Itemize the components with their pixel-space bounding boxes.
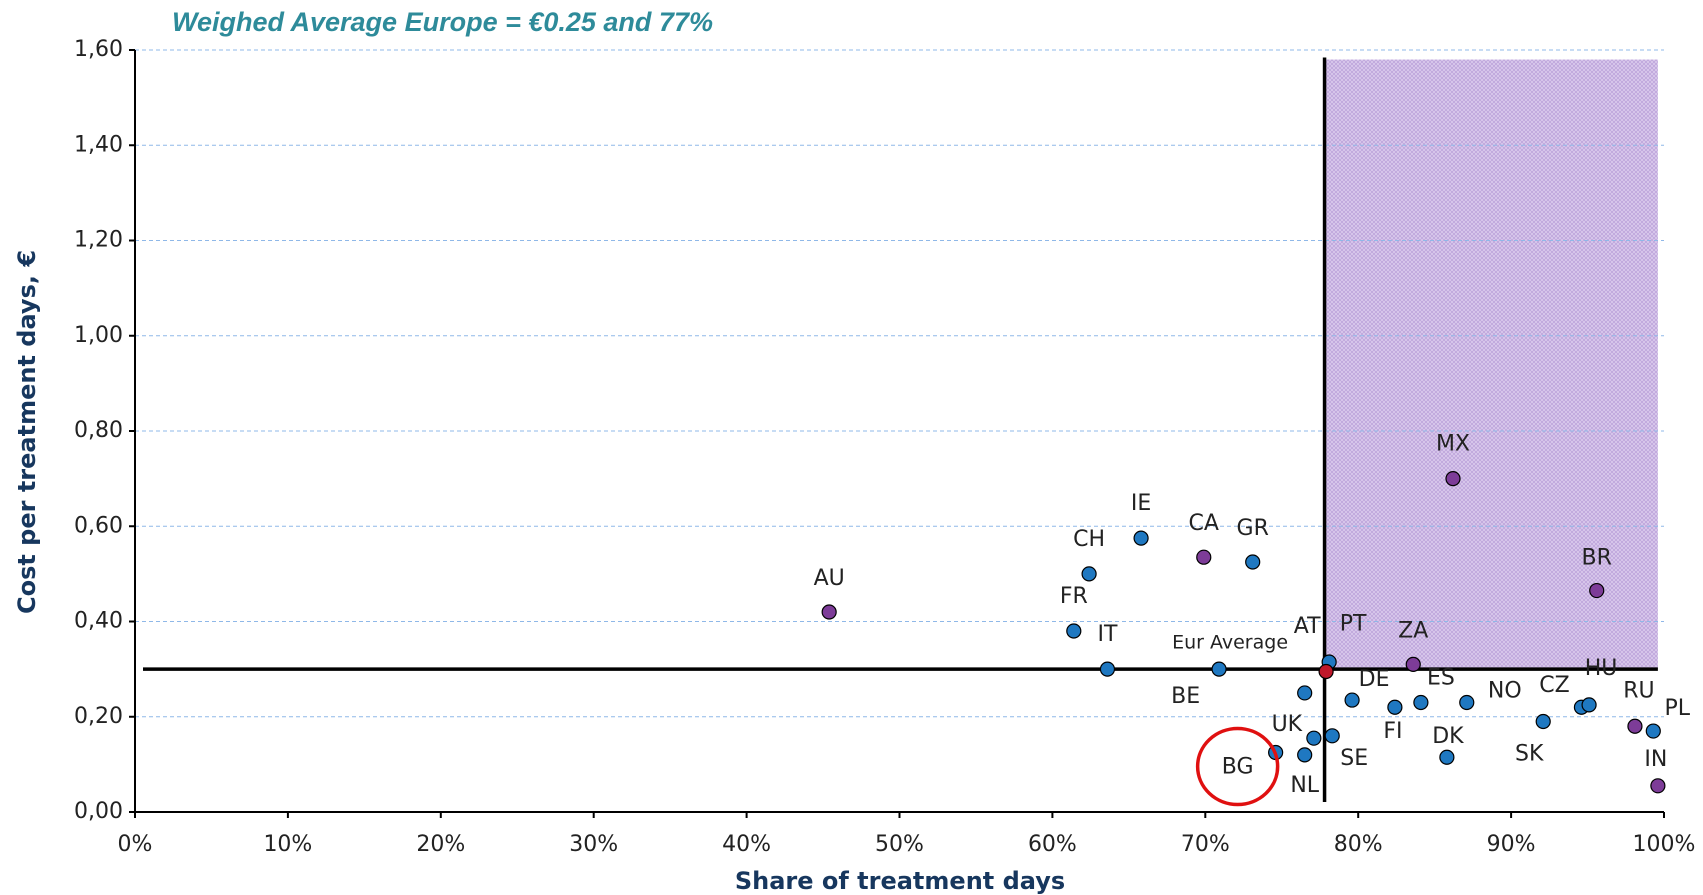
point [1306,730,1322,746]
point [1211,661,1227,677]
point [1133,530,1149,546]
point-label: RU [1623,678,1654,703]
point [1099,661,1116,677]
point-label: IT [1097,622,1117,647]
point-label: CH [1073,527,1105,552]
y-tick-label: 1,00 [74,323,123,348]
y-tick-label: 0,40 [74,609,123,634]
point [1387,699,1403,715]
point [1297,747,1313,763]
x-tick-label: 100% [1633,832,1696,857]
highlight-region [1324,59,1658,670]
point [1589,582,1605,599]
point [1650,778,1666,794]
x-tick-label: 0% [118,832,153,857]
point-label: NL [1290,773,1319,798]
point-label: BE [1171,684,1200,709]
point-label: ES [1427,665,1455,690]
point-label: Eur Average [1172,632,1288,654]
point-label: GR [1237,516,1269,541]
y-axis-label: Cost per treatment days, € [13,250,41,614]
y-tick-label: 0,80 [74,418,123,443]
point-label: SE [1340,746,1368,771]
point-label: NO [1488,678,1522,703]
x-tick-label: 80% [1334,832,1383,857]
point [1324,728,1340,744]
point-label: DK [1432,724,1464,749]
x-tick-label: 50% [875,832,924,857]
x-tick-label: 90% [1487,832,1536,857]
point [1645,723,1661,739]
point-label: BG [1222,754,1254,779]
point [1297,685,1313,701]
point [1439,749,1455,765]
highlight-circle [1195,726,1280,807]
y-tick-label: 1,20 [74,228,123,253]
x-tick-label: 10% [263,832,312,857]
point [1066,623,1082,639]
point-label: MX [1436,432,1470,457]
point-label: HU [1585,656,1618,681]
point [1627,718,1643,734]
y-tick-label: 1,60 [74,37,123,62]
chart-title: Weighed Average Europe = €0.25 and 77% [172,7,713,37]
point [1245,554,1261,570]
point-label: DE [1359,667,1390,692]
y-tick-label: 0,60 [74,513,123,538]
point-label: CA [1189,511,1219,536]
point [1459,694,1475,711]
point-label: SK [1515,742,1544,767]
point [1581,697,1597,713]
point-label: FI [1383,719,1402,744]
point [1344,692,1360,708]
point-label: IE [1131,491,1151,516]
x-tick-label: 70% [1181,832,1230,857]
point [1413,694,1429,711]
y-tick-label: 0,00 [74,799,123,824]
point [1196,549,1212,565]
x-tick-label: 60% [1028,832,1077,857]
x-tick-label: 30% [569,832,618,857]
point-label: UK [1272,712,1303,737]
point-label: BR [1582,546,1612,571]
x-tick-label: 40% [722,832,771,857]
x-tick-label: 20% [416,832,465,857]
point [1535,713,1551,730]
point-label: PL [1665,696,1691,721]
y-tick-label: 0,20 [74,704,123,729]
point-label: IN [1644,747,1667,772]
point-label: AU [814,566,845,591]
x-axis-label: Share of treatment days [735,867,1065,895]
point-label: ZA [1398,618,1428,643]
point [1318,663,1334,680]
point-label: AT [1294,614,1321,639]
y-tick-label: 1,40 [74,132,123,157]
point-label: CZ [1539,673,1569,698]
point [1445,471,1461,487]
point-label: FR [1060,584,1088,609]
point [1081,566,1097,582]
point-label: PT [1340,612,1367,637]
point [1405,656,1421,672]
point [821,604,837,620]
